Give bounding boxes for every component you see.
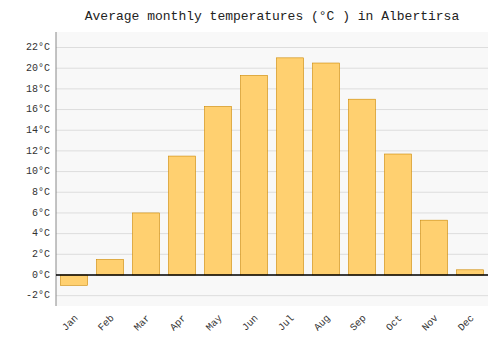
bar	[277, 58, 304, 275]
grid-line	[56, 109, 488, 110]
zero-line	[56, 274, 488, 276]
bar	[169, 156, 196, 275]
y-tick-label: -2°C	[26, 290, 50, 301]
grid	[56, 48, 488, 296]
y-tick-label: 20°C	[26, 63, 50, 74]
grid-line	[56, 47, 488, 48]
y-tick-label: 12°C	[26, 146, 50, 157]
grid-line	[56, 88, 488, 89]
grid-line	[56, 274, 488, 275]
bar	[97, 259, 124, 275]
bar	[61, 275, 88, 285]
x-tick-label: Mar	[132, 313, 153, 334]
grid-line	[56, 295, 488, 296]
y-tick-label: 8°C	[32, 187, 50, 198]
y-tick-label: 22°C	[26, 42, 50, 53]
plot-area	[56, 32, 488, 306]
y-tick-label: 2°C	[32, 249, 50, 260]
bar	[241, 75, 268, 275]
y-axis-line	[56, 32, 57, 306]
grid-line	[56, 192, 488, 193]
x-tick-label: Jan	[60, 313, 81, 334]
x-tick-label: Sep	[348, 313, 369, 334]
x-tick-label: Oct	[384, 313, 405, 334]
y-tick-label: 18°C	[26, 84, 50, 95]
bar	[205, 106, 232, 275]
bar	[385, 154, 412, 275]
bar	[349, 99, 376, 275]
y-tick-label: 16°C	[26, 104, 50, 115]
x-tick-label: Feb	[96, 313, 117, 334]
x-tick-label: Jun	[240, 313, 261, 334]
x-tick-label: Jul	[276, 313, 297, 334]
x-tick-label: May	[204, 313, 225, 334]
title: Average monthly temperatures (°C ) in Al…	[85, 9, 460, 24]
bar	[313, 63, 340, 275]
bar	[421, 220, 448, 275]
y-tick-label: 4°C	[32, 228, 50, 239]
y-tick-label: 10°C	[26, 166, 50, 177]
x-tick-label: Aug	[312, 313, 333, 334]
y-tick-label: 14°C	[26, 125, 50, 136]
bar	[457, 270, 484, 275]
grid-line	[56, 212, 488, 213]
x-tick-label: Dec	[456, 313, 477, 334]
x-tick-label: Nov	[420, 313, 441, 334]
chart: Average monthly temperatures (°C ) in Al…	[0, 0, 500, 350]
grid-line	[56, 150, 488, 151]
grid-line	[56, 171, 488, 172]
y-tick-label: 6°C	[32, 208, 50, 219]
grid-line	[56, 68, 488, 69]
bars	[61, 58, 484, 285]
x-tick-label: Apr	[168, 313, 189, 334]
bar	[133, 213, 160, 275]
y-tick-label: 0°C	[32, 270, 50, 281]
grid-line	[56, 130, 488, 131]
